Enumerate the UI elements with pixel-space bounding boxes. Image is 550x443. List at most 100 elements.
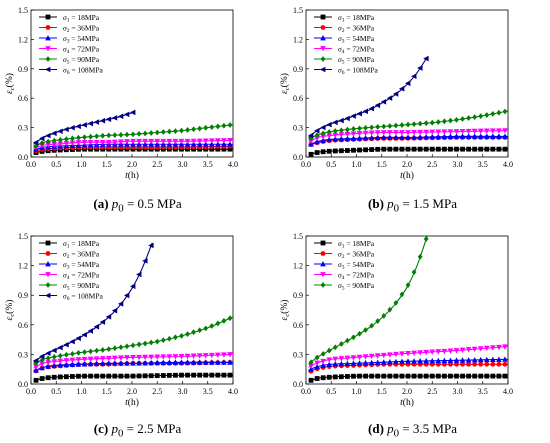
- chart-b-series-1-marker: [478, 146, 484, 152]
- chart-b-series-5-marker: [338, 127, 344, 134]
- chart-c-series-4-marker: [208, 352, 215, 359]
- chart-c-series-5-marker: [124, 343, 130, 350]
- chart-d-series-4-marker: [350, 355, 357, 361]
- chart-c-series-5-marker: [173, 334, 178, 341]
- chart-c-series-6-marker: [142, 258, 148, 264]
- chart-d-series-4-marker: [465, 347, 472, 353]
- chart-b-legend-marker: [320, 25, 326, 30]
- chart-c-x-tick-label: 3.5: [203, 387, 213, 396]
- chart-c-series-1-marker: [82, 373, 87, 379]
- chart-c-y-tick-label: 1.2: [18, 262, 28, 271]
- chart-b-series-5-marker: [320, 130, 326, 137]
- chart-d-series-1-marker: [411, 373, 417, 379]
- chart-d-series-1-marker: [332, 374, 338, 380]
- chart-b-series-1-marker: [417, 146, 423, 152]
- chart-d-series-1-marker: [308, 377, 314, 383]
- chart-c-series-1-marker: [45, 375, 51, 381]
- chart-c-series-3-marker: [142, 360, 148, 366]
- chart-b-series-1-marker: [448, 146, 453, 152]
- chart-a-series-5-marker: [106, 132, 112, 139]
- chart-c-series-3-marker: [51, 362, 58, 368]
- chart-d-series-1-marker: [369, 373, 375, 379]
- chart-c-legend-entry: σ6 = 108MPa: [63, 292, 104, 303]
- chart-d-legend-entry: σ5 = 90MPa: [338, 281, 375, 292]
- chart-a-series-5-marker: [173, 128, 178, 134]
- chart-a-series-4-marker: [93, 139, 100, 146]
- chart-c-series-6-marker: [39, 353, 45, 360]
- chart-c-series-6-marker: [99, 319, 106, 325]
- chart-d-series-4-marker: [368, 353, 375, 360]
- chart-c-series-6-marker: [33, 357, 39, 364]
- chart-a-series-5-marker: [191, 126, 197, 133]
- chart-c-series-1-marker: [160, 373, 166, 378]
- chart-c-series-3-marker: [178, 359, 185, 365]
- chart-d-series-1-marker: [381, 373, 387, 379]
- chart-a-series-4-marker: [105, 139, 112, 146]
- chart-a-legend-marker: [45, 56, 51, 62]
- chart-b-series-4-marker: [502, 128, 508, 134]
- chart-c-series-6-marker: [117, 301, 124, 307]
- caption-b-tag: (b): [368, 196, 384, 211]
- chart-a-series-5-marker: [94, 133, 100, 140]
- chart-a-x-tick-label: 0.5: [51, 160, 61, 169]
- chart-d-series-4-marker: [441, 348, 448, 355]
- chart-a-series-5-marker: [82, 134, 87, 141]
- chart-c-series-6-marker: [57, 344, 63, 351]
- chart-a-y-tick-label: 0.6: [18, 94, 28, 103]
- chart-b-series-3-marker: [435, 133, 442, 140]
- chart-d-series-5-marker: [308, 359, 314, 366]
- chart-c-series-4-marker: [172, 354, 179, 360]
- chart-c-series-4-marker: [105, 355, 112, 362]
- chart-a-series-5-marker: [70, 135, 75, 142]
- chart-b-series-3-marker: [393, 134, 399, 140]
- chart-d-series-3-marker: [483, 356, 490, 363]
- chart-b-series-1-marker: [466, 146, 472, 152]
- chart-d-series-1-marker: [320, 375, 326, 381]
- chart-b-series-1-marker: [351, 147, 356, 153]
- chart-b-series-3-marker: [344, 135, 351, 142]
- chart-b-series-6-marker: [332, 119, 338, 126]
- chart-d-series-5-marker: [417, 253, 423, 260]
- chart-c-x-tick-label: 4.0: [228, 387, 238, 396]
- chart-b-series-4-marker: [465, 128, 472, 135]
- chart-d-series-1-marker: [338, 374, 344, 380]
- chart-a-series-4-marker: [160, 138, 167, 145]
- chart-d-legend-entry: σ2 = 36MPa: [338, 250, 375, 261]
- chart-b-series-3-marker: [332, 136, 339, 142]
- chart-d-series-1-marker: [472, 373, 478, 379]
- chart-a-series-4-marker: [154, 138, 161, 145]
- chart-d-x-axis-label: t(h): [400, 397, 414, 408]
- chart-b-series-4-marker: [338, 132, 345, 138]
- chart-c-series-1-marker: [227, 372, 233, 378]
- chart-c-series-3-marker: [105, 360, 112, 366]
- chart-b-series-4-marker: [344, 131, 351, 138]
- chart-d-series-5-marker: [314, 354, 320, 361]
- chart-d-series-4-marker: [417, 350, 423, 356]
- chart-d-x-tick-label: 4.0: [503, 387, 513, 396]
- chart-b-series-5-marker: [375, 124, 381, 130]
- chart-b-series-3-marker: [429, 133, 436, 140]
- chart-a-series-5-marker: [166, 128, 172, 135]
- chart-c-series-5-marker: [179, 332, 184, 339]
- chart-c-series-3-marker: [63, 361, 70, 368]
- chart-a-series-4-marker: [81, 139, 88, 146]
- chart-b-series-4-marker: [393, 130, 399, 136]
- chart-c-series-3-marker: [136, 360, 142, 366]
- chart-c-series-5-marker: [227, 315, 233, 322]
- chart-c-series-6-marker: [87, 328, 93, 334]
- chart-c-series-5-marker: [106, 346, 112, 353]
- chart-a-series-4-marker: [87, 139, 94, 146]
- chart-d-x-tick-label: 3.5: [478, 387, 488, 396]
- chart-c-series-3-marker: [184, 359, 191, 365]
- chart-c-series-1-marker: [154, 373, 160, 379]
- chart-a-series-5-marker: [209, 124, 215, 131]
- chart-a-series-4-marker: [172, 138, 179, 145]
- chart-b-series-1-marker: [332, 148, 338, 154]
- chart-c-series-6-marker: [123, 292, 130, 299]
- chart-a-series-5-marker: [76, 134, 81, 141]
- chart-d-series-1-marker: [502, 373, 508, 379]
- chart-c-series-3-line: [33, 361, 234, 372]
- chart-c-x-tick-label: 0.5: [51, 387, 61, 396]
- chart-d-series-1-line: [308, 375, 509, 382]
